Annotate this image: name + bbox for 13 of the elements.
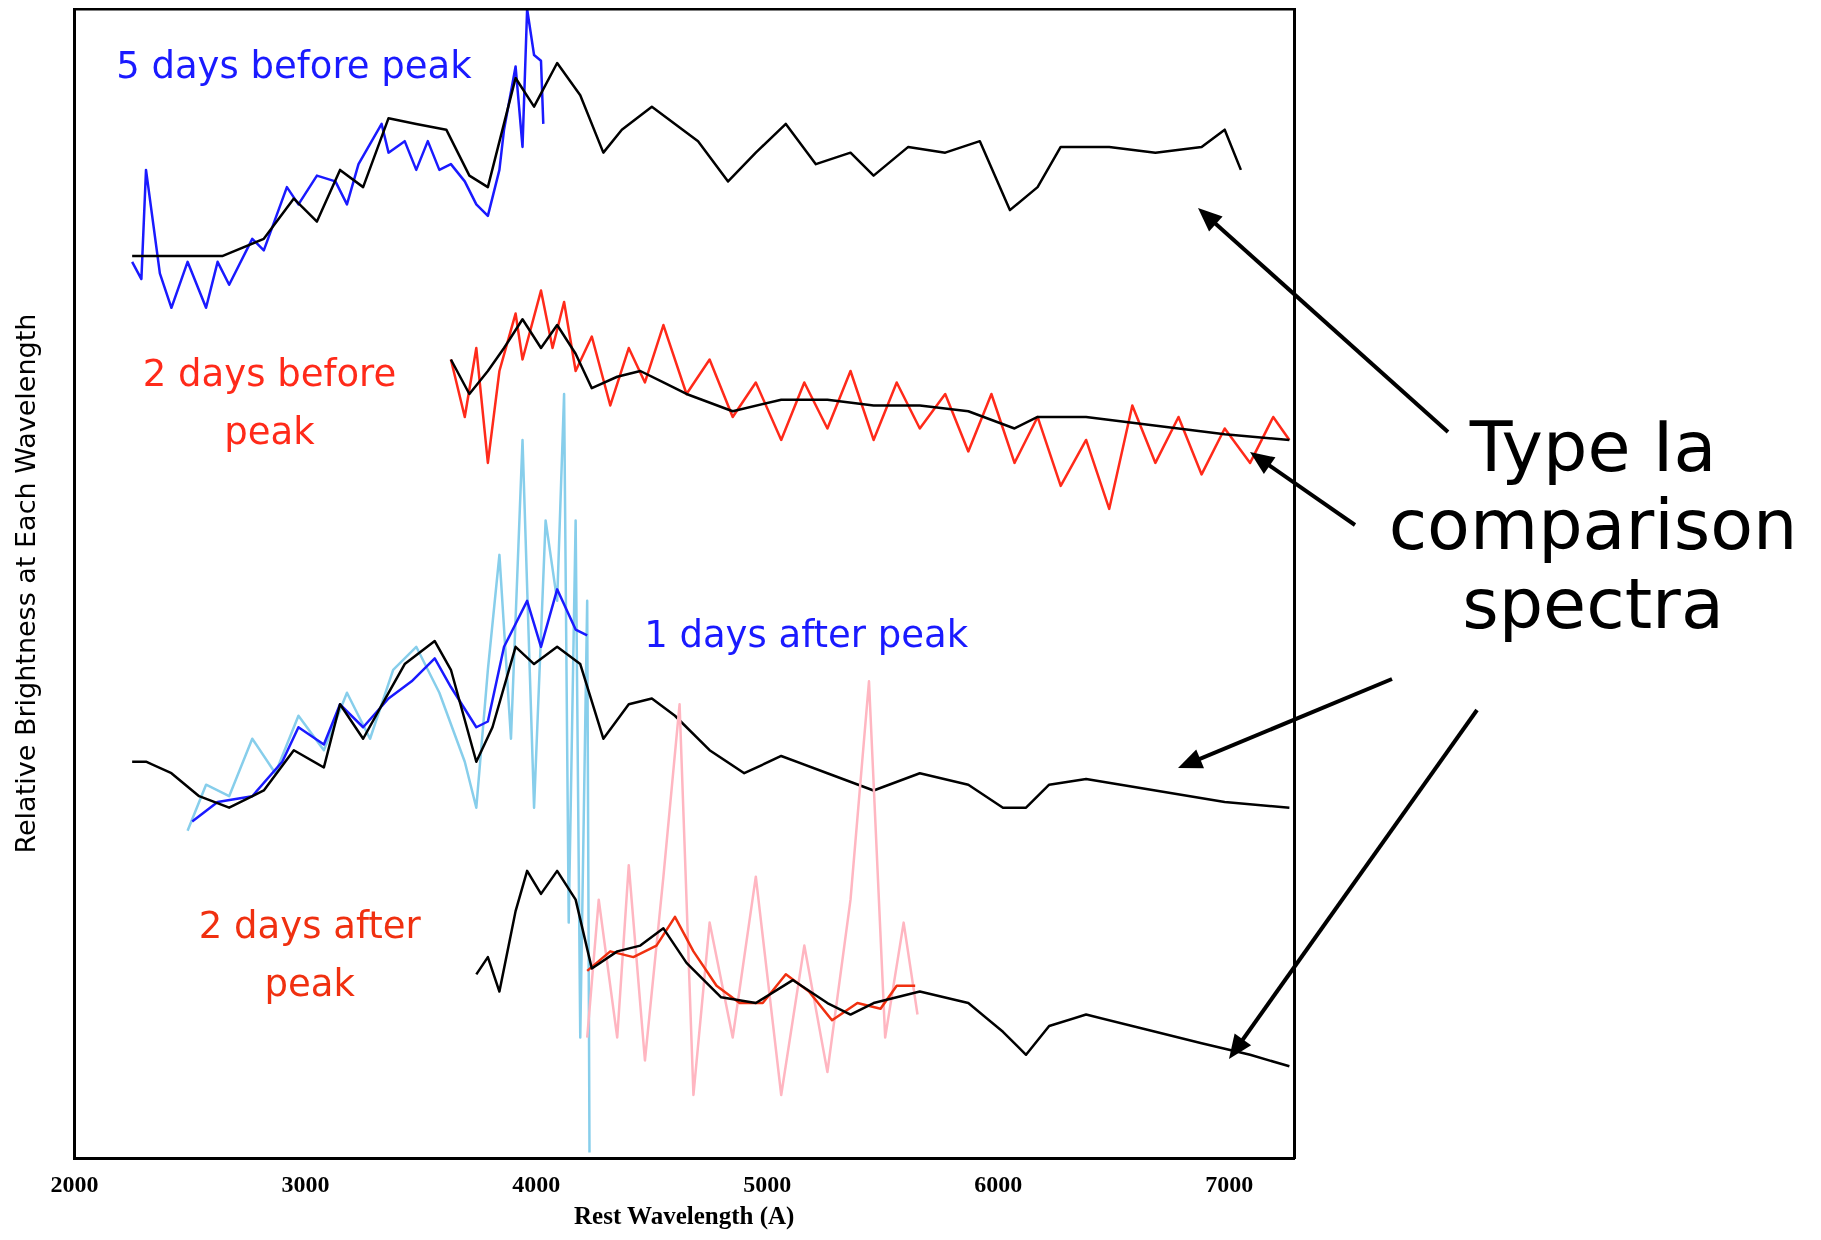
text: Type Ia comparison spectra: [1387, 406, 1799, 645]
x-tick-label: 5000: [743, 1170, 792, 1197]
series-label: 2 days before peak: [142, 352, 397, 454]
x-tick-label: 3000: [281, 1170, 330, 1197]
text: 2 days after peak: [198, 903, 422, 1005]
x-tick-label: 6000: [974, 1170, 1023, 1197]
x-axis-title: Rest Wavelength (A): [574, 1202, 795, 1231]
x-tick-label: 2000: [50, 1170, 99, 1197]
x-tick-label: 7000: [1205, 1170, 1254, 1197]
y-axis-title: Relative Brightness at Each Wavelength: [10, 313, 42, 854]
x-tick-label: 4000: [512, 1170, 561, 1197]
series-label: 1 days after peak: [644, 613, 969, 657]
series-label: 5 days before peak: [116, 44, 473, 88]
